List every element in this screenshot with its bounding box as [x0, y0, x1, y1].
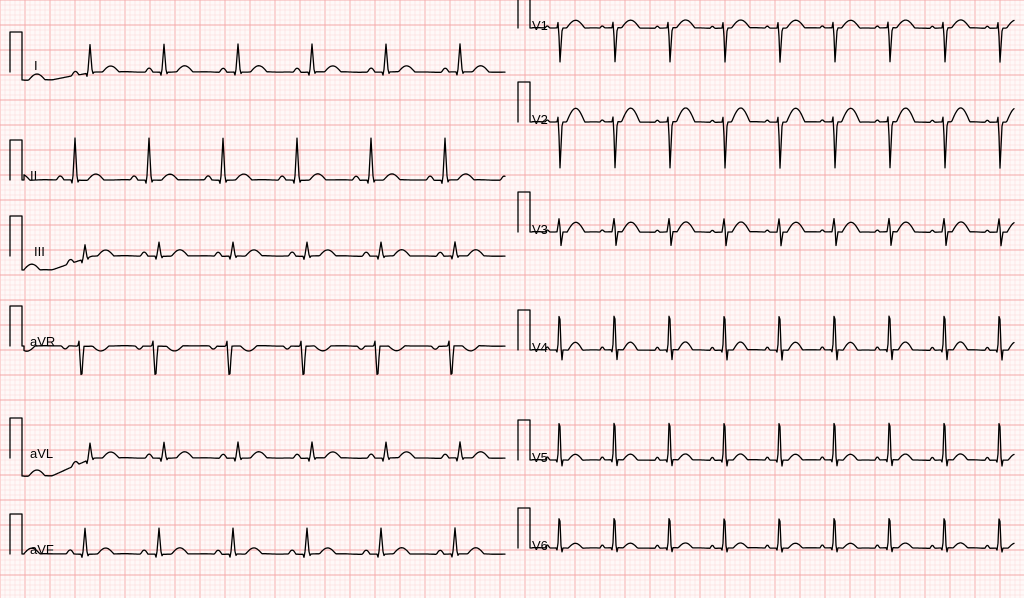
ecg-chart: IIIIIIaVRaVLaVFV1V2V3V4V5V6: [0, 0, 1024, 598]
ecg-svg: [0, 0, 1024, 598]
